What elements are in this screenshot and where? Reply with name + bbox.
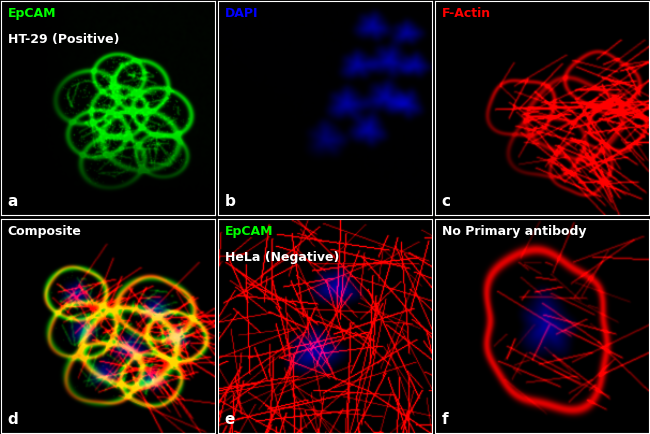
Text: c: c — [442, 194, 451, 209]
Text: No Primary antibody: No Primary antibody — [442, 225, 586, 238]
Text: d: d — [8, 412, 18, 427]
Text: HT-29 (Positive): HT-29 (Positive) — [8, 33, 119, 46]
Text: Composite: Composite — [8, 225, 81, 238]
Text: f: f — [442, 412, 448, 427]
Text: EpCAM: EpCAM — [8, 7, 56, 20]
Text: e: e — [225, 412, 235, 427]
Text: a: a — [8, 194, 18, 209]
Text: EpCAM: EpCAM — [225, 225, 273, 238]
Text: F-Actin: F-Actin — [442, 7, 491, 20]
Text: DAPI: DAPI — [225, 7, 258, 20]
Text: HeLa (Negative): HeLa (Negative) — [225, 251, 339, 264]
Text: b: b — [225, 194, 236, 209]
